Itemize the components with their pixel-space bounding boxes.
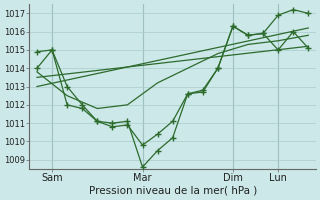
X-axis label: Pression niveau de la mer( hPa ): Pression niveau de la mer( hPa ) xyxy=(89,186,257,196)
